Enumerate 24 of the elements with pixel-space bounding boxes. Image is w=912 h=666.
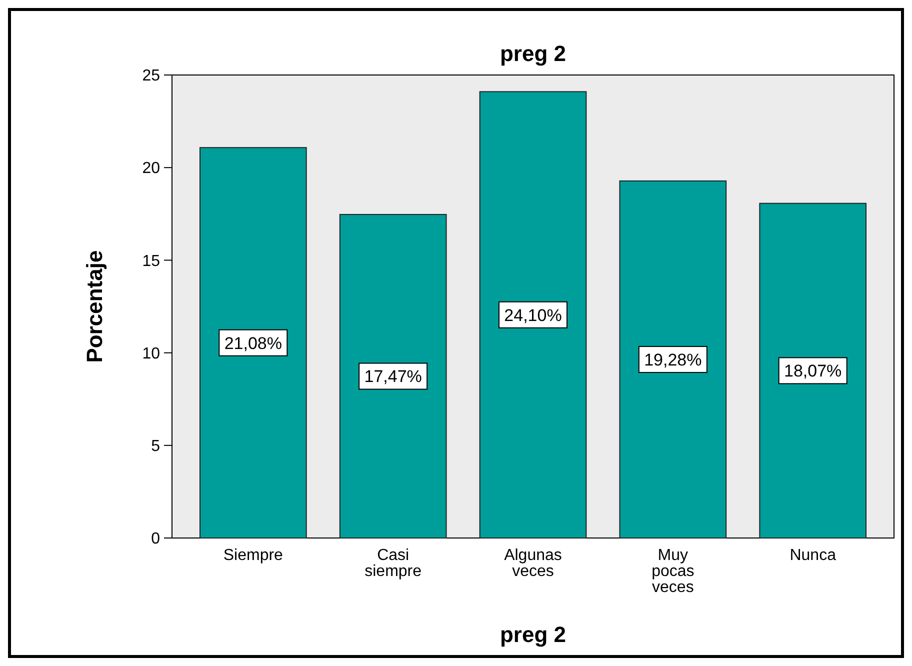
y-tick-label: 5 xyxy=(151,438,160,455)
y-tick-label: 0 xyxy=(151,530,160,548)
x-tick-label: Algunas veces xyxy=(504,547,562,580)
bar xyxy=(339,214,447,538)
y-tick-label: 10 xyxy=(142,345,160,362)
data-label: 17,47% xyxy=(364,367,422,386)
y-tick-label: 25 xyxy=(142,68,160,85)
x-tick-label: Nunca xyxy=(790,547,836,564)
data-label: 19,28% xyxy=(644,350,702,370)
bar xyxy=(199,147,307,538)
bar xyxy=(759,202,867,538)
data-label: 24,10% xyxy=(504,306,562,325)
x-tick-label: Casi siempre xyxy=(364,547,422,580)
y-tick-label: 20 xyxy=(142,160,160,178)
y-tick-label: 15 xyxy=(142,252,160,270)
bar xyxy=(479,91,587,538)
data-label: 18,07% xyxy=(784,362,842,381)
y-axis-title: Porcentaje xyxy=(82,250,107,363)
x-tick-label: Muy pocas veces xyxy=(652,547,694,596)
x-axis-title: preg 2 xyxy=(500,622,566,647)
chart-title: preg 2 xyxy=(500,41,566,66)
bar xyxy=(619,180,727,538)
x-tick-label: Siempre xyxy=(223,547,284,564)
data-label: 21,08% xyxy=(224,334,282,353)
